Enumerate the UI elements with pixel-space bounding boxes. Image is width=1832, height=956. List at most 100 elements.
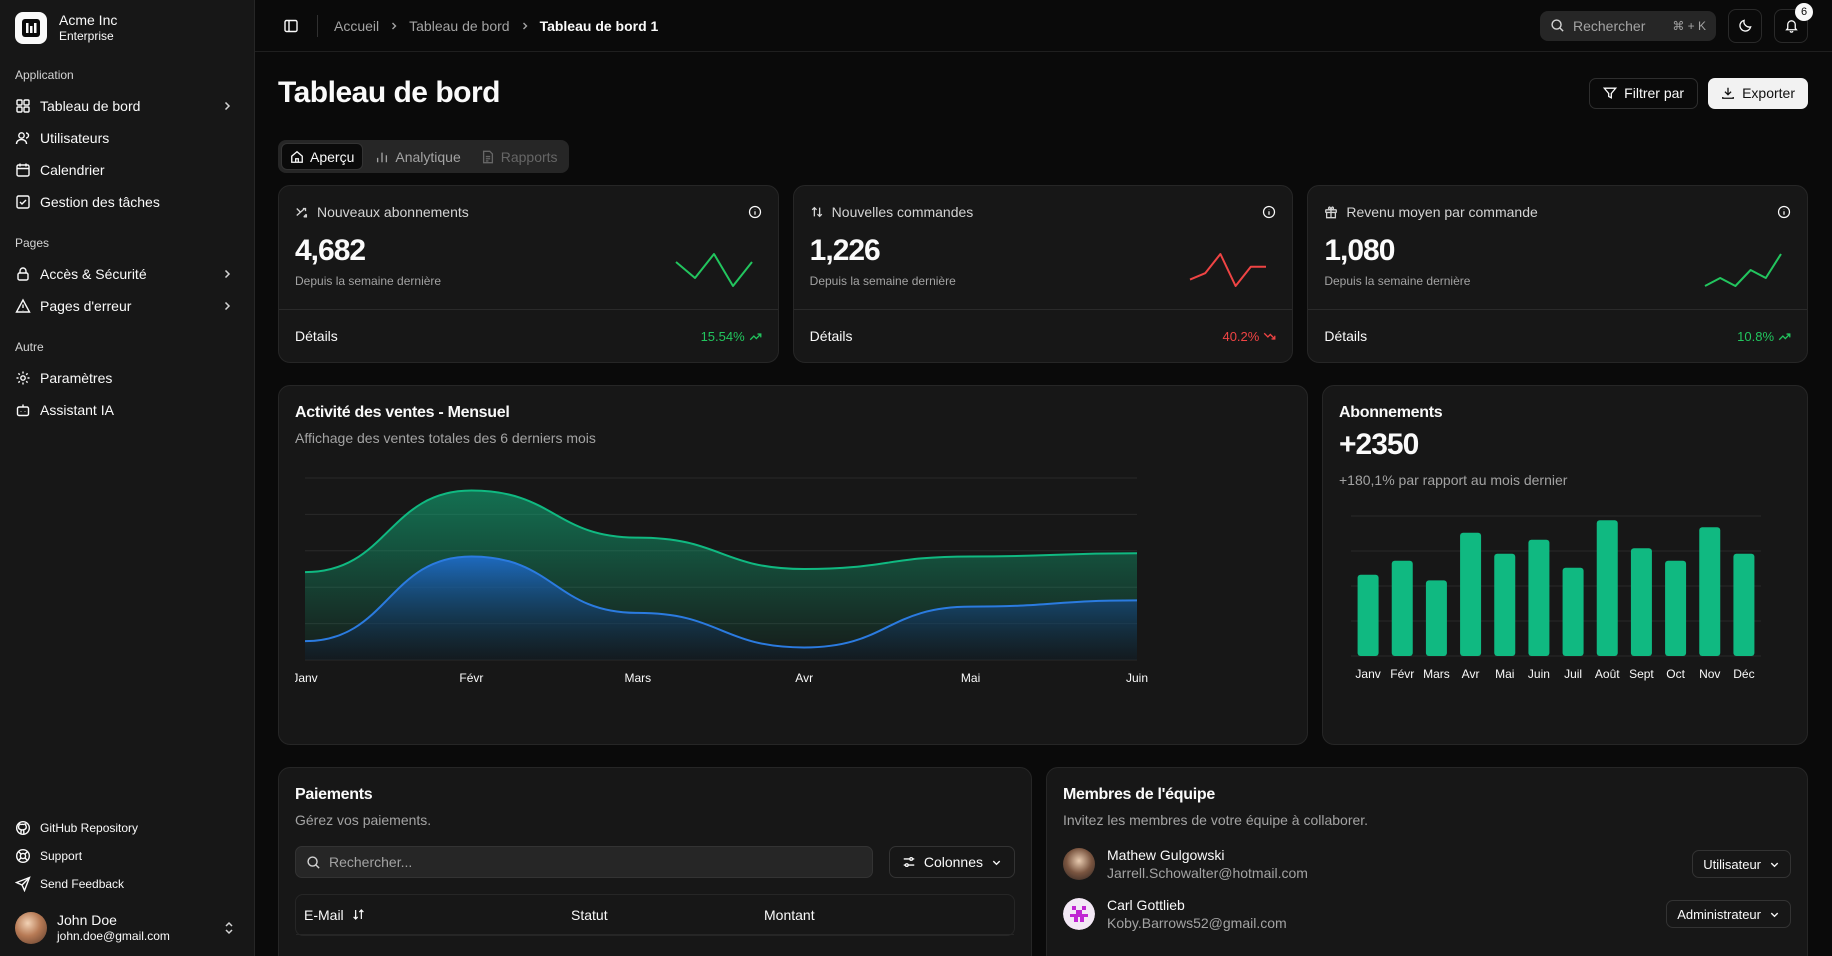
gear-icon xyxy=(16,371,30,385)
global-search-button[interactable]: Rechercher ⌘ + K xyxy=(1540,10,1716,41)
search-placeholder: Rechercher... xyxy=(329,854,413,870)
tab-overview[interactable]: Aperçu xyxy=(281,143,364,170)
kpi-value: 1,080 xyxy=(1324,234,1395,267)
chevron-down-icon xyxy=(1770,912,1779,917)
user-email: john.doe@gmail.com xyxy=(57,929,170,943)
kpi-trend: 40.2% xyxy=(1222,329,1276,344)
gift-icon xyxy=(1325,206,1338,219)
sidebar-item-tasks[interactable]: Gestion des tâches xyxy=(12,186,242,218)
tab-label: Aperçu xyxy=(310,148,355,165)
x-tick-label: Avr xyxy=(795,671,813,685)
bar-chart-icon xyxy=(377,152,388,162)
kpi-details-link[interactable]: Détails xyxy=(809,328,853,344)
avatar xyxy=(15,912,47,944)
trending-up-icon xyxy=(1778,332,1791,340)
column-header-email[interactable]: E-Mail xyxy=(296,907,571,923)
role-select[interactable]: Administrateur xyxy=(1666,900,1791,928)
breadcrumb-dashboard[interactable]: Tableau de bord xyxy=(409,17,510,34)
kpi-footer[interactable]: Détails 15.54% xyxy=(279,309,778,362)
tab-label: Analytique xyxy=(395,148,461,165)
nav-group-label: Application xyxy=(15,68,74,82)
columns-button[interactable]: Colonnes xyxy=(888,846,1015,878)
x-tick-label: Déc xyxy=(1733,667,1754,681)
card-subtitle: +180,1% par rapport au mois dernier xyxy=(1339,472,1568,488)
user-name: John Doe xyxy=(57,912,117,928)
trending-up-icon xyxy=(749,332,762,340)
x-tick-label: Janv xyxy=(295,671,318,685)
sales-area-chart: Janv Févr Mars Avr Mai Juin xyxy=(295,477,1148,685)
bar xyxy=(1357,574,1379,656)
team-switcher[interactable]: Acme Inc Enterprise xyxy=(12,10,242,58)
moon-icon xyxy=(1738,19,1752,32)
kpi-card-average-revenue: Revenu moyen par commande 1,080 Depuis l… xyxy=(1307,185,1809,363)
sparkline-path xyxy=(1189,253,1267,287)
tab-analytics[interactable]: Analytique xyxy=(367,143,468,170)
filter-button[interactable]: Filtrer par xyxy=(1589,77,1699,109)
sidebar-item-settings[interactable]: Paramètres xyxy=(12,362,242,394)
role-label: Utilisateur xyxy=(1703,856,1761,872)
chevron-right-icon xyxy=(392,22,397,29)
footer-link-label: GitHub Repository xyxy=(40,821,139,835)
x-tick-label: Avr xyxy=(1462,667,1480,681)
sidebar-item-security[interactable]: Accès & Sécurité xyxy=(12,258,242,290)
chart-bars xyxy=(1357,520,1755,656)
sparkline-path xyxy=(675,253,753,287)
sales-activity-card: Activité des ventes - Mensuel Affichage … xyxy=(278,385,1308,745)
sidebar-item-ai-assistant[interactable]: Assistant IA xyxy=(12,394,242,426)
sidebar-item-users[interactable]: Utilisateurs xyxy=(12,122,242,154)
sidebar-item-error-pages[interactable]: Pages d'erreur xyxy=(12,290,242,322)
sidebar-link-github[interactable]: GitHub Repository xyxy=(12,814,242,842)
member-email: Jarrell.Schowalter@hotmail.com xyxy=(1107,865,1308,881)
kpi-details-link[interactable]: Détails xyxy=(295,328,338,344)
role-select[interactable]: Utilisateur xyxy=(1692,850,1791,878)
chart-series xyxy=(304,489,1138,660)
member-email: Koby.Barrows52@gmail.com xyxy=(1107,915,1287,931)
sparkline xyxy=(1189,253,1267,287)
kpi-footer[interactable]: Détails 40.2% xyxy=(793,309,1293,362)
search-label: Rechercher xyxy=(1573,17,1646,34)
page-title: Tableau de bord xyxy=(278,76,500,109)
subscriptions-card: Abonnements +2350 +180,1% par rapport au… xyxy=(1322,385,1808,745)
area-line-series-1 xyxy=(304,489,1138,574)
sidebar-toggle-icon[interactable] xyxy=(283,18,299,34)
user-menu[interactable]: John Doe john.doe@gmail.com xyxy=(12,912,242,944)
x-tick-label: Mars xyxy=(624,671,651,685)
card-subtitle: Affichage des ventes totales des 6 derni… xyxy=(295,430,596,446)
sliders-icon xyxy=(903,856,915,868)
info-icon[interactable] xyxy=(1777,205,1791,219)
kpi-footer[interactable]: Détails 10.8% xyxy=(1308,309,1808,362)
x-tick-label: Févr xyxy=(459,671,483,685)
sidebar-item-label: Paramètres xyxy=(40,370,113,386)
bar xyxy=(1733,553,1755,656)
bar xyxy=(1596,520,1618,656)
subscriptions-bar-chart: Janv Févr Mars Avr Mai Juin Juil Août Sept Oct Nov… xyxy=(1351,515,1761,681)
x-tick-label: Oct xyxy=(1666,667,1685,681)
payments-table: E-Mail Statut Montant xyxy=(295,894,1015,936)
tab-label: Rapports xyxy=(500,148,558,165)
chevron-right-icon xyxy=(224,301,231,311)
sparkline xyxy=(675,253,753,287)
nav-group-pages: Pages Accès & Sécurité Pages d'erreur xyxy=(12,226,242,322)
export-button[interactable]: Exporter xyxy=(1708,77,1808,109)
sidebar-item-calendar[interactable]: Calendrier xyxy=(12,154,242,186)
sidebar-item-dashboard[interactable]: Tableau de bord xyxy=(12,90,242,122)
bar xyxy=(1630,548,1652,656)
home-icon xyxy=(291,150,303,163)
sidebar-item-label: Assistant IA xyxy=(40,402,114,418)
sidebar-link-support[interactable]: Support xyxy=(12,842,242,870)
info-icon[interactable] xyxy=(748,205,762,219)
notifications-button[interactable]: 6 xyxy=(1774,2,1813,43)
kpi-details-link[interactable]: Détails xyxy=(1324,328,1368,344)
footer-link-label: Send Feedback xyxy=(40,877,125,891)
x-tick-label: Sept xyxy=(1629,667,1654,681)
info-icon[interactable] xyxy=(1262,205,1276,219)
theme-toggle-button[interactable] xyxy=(1728,8,1762,43)
chart-x-axis: Janv Févr Mars Avr Mai Juin Juil Août Sept Oct Nov… xyxy=(1355,667,1754,681)
sidebar-link-feedback[interactable]: Send Feedback xyxy=(12,870,242,898)
sidebar-item-label: Pages d'erreur xyxy=(40,298,132,314)
kpi-trend-value: 40.2% xyxy=(1222,328,1260,344)
payments-search-input[interactable]: Rechercher... xyxy=(295,846,873,878)
topbar: Accueil Tableau de bord Tableau de bord … xyxy=(255,0,1832,52)
breadcrumb-home[interactable]: Accueil xyxy=(334,17,380,34)
sidebar-item-label: Gestion des tâches xyxy=(40,194,160,210)
